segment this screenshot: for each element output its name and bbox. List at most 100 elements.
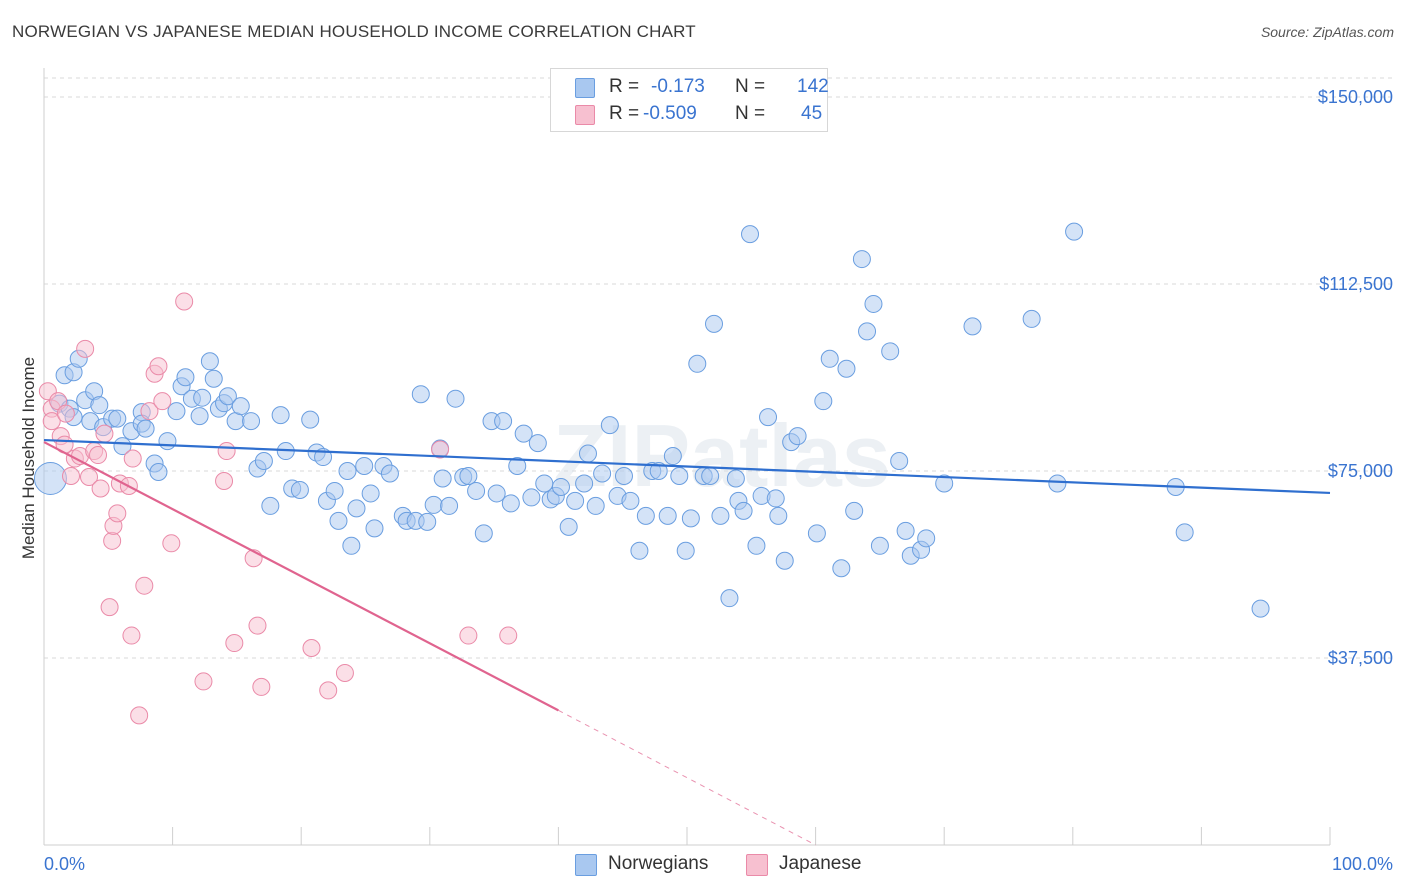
- norwegian-point: [200, 352, 219, 371]
- norwegian-point: [290, 480, 309, 499]
- norwegian-point: [621, 491, 640, 510]
- x-tick-label: 100.0%: [1332, 854, 1393, 874]
- norwegian-point: [338, 462, 357, 480]
- norwegian-point: [329, 511, 348, 530]
- japanese-point: [225, 634, 244, 653]
- norwegian-point: [1065, 222, 1084, 241]
- japanese-point: [135, 576, 154, 595]
- norwegian-point: [896, 521, 915, 540]
- japanese-point: [302, 639, 321, 658]
- norwegian-point: [167, 402, 186, 421]
- norwegian-point: [681, 509, 700, 528]
- japanese-point: [459, 626, 478, 645]
- norwegian-point: [837, 359, 856, 378]
- norwegian-point: [347, 499, 366, 518]
- norwegian-point: [766, 489, 785, 508]
- norwegian-point: [90, 396, 109, 415]
- japanese-point: [194, 672, 213, 691]
- norwegian-point: [301, 410, 320, 429]
- y-tick-label: $150,000: [1318, 87, 1393, 107]
- norwegian-point: [193, 388, 212, 407]
- norwegian-point: [600, 416, 619, 435]
- japanese-point: [80, 467, 99, 486]
- norwegian-point: [701, 466, 720, 485]
- japanese-point: [499, 626, 518, 645]
- norwegian-point: [586, 496, 605, 515]
- norwegian-point: [440, 496, 459, 515]
- norwegian-point: [566, 491, 585, 510]
- norwegian-point: [890, 452, 909, 471]
- norwegian-point: [747, 536, 766, 555]
- norwegian-point: [231, 397, 250, 416]
- norwegian-point: [832, 559, 851, 578]
- norwegian-point: [688, 354, 707, 373]
- norwegian-point: [325, 481, 344, 500]
- n-label: N =: [735, 76, 766, 97]
- norwegian-point: [775, 551, 794, 570]
- japanese-point: [162, 534, 181, 553]
- norwegian-point: [614, 466, 633, 485]
- r-value-norwegians: -0.173: [651, 76, 705, 97]
- norwegian-point: [254, 452, 273, 471]
- norwegians-legend-label: Norwegians: [608, 853, 709, 874]
- japanese-point: [62, 466, 81, 485]
- japanese-point: [122, 626, 141, 645]
- norwegian-point: [658, 506, 677, 525]
- japanese-point: [215, 471, 234, 490]
- japanese-point: [335, 663, 354, 682]
- norwegian-point: [355, 457, 374, 476]
- norwegian-point: [108, 409, 127, 428]
- norwegian-point: [963, 317, 982, 336]
- norwegian-point: [226, 412, 245, 431]
- japanese-point: [103, 531, 122, 550]
- japanese-point: [217, 442, 236, 461]
- japanese-point: [248, 616, 267, 635]
- norwegian-point: [204, 369, 223, 388]
- norwegian-point: [870, 536, 889, 555]
- japanese-point: [76, 339, 95, 358]
- norwegian-point: [424, 495, 443, 514]
- japanese-point: [123, 449, 142, 468]
- norwegian-point: [559, 517, 578, 536]
- japanese-swatch: [575, 105, 595, 125]
- norwegian-point: [670, 466, 689, 485]
- norwegian-point: [636, 506, 655, 525]
- norwegian-point: [508, 457, 527, 476]
- n-label: N =: [735, 103, 766, 124]
- norwegian-point: [663, 447, 682, 466]
- norwegian-point: [176, 368, 195, 387]
- norwegian-point: [1022, 309, 1041, 328]
- norwegian-point: [676, 541, 695, 560]
- y-tick-label: $112,500: [1319, 274, 1393, 294]
- norwegian-point: [864, 294, 883, 313]
- norwegian-point: [459, 466, 478, 485]
- norwegian-point: [1048, 474, 1067, 493]
- norwegian-point: [149, 462, 168, 481]
- norwegian-point: [467, 481, 486, 500]
- norwegians-legend-swatch: [575, 854, 597, 876]
- norwegian-point: [858, 322, 877, 341]
- japanese-point: [56, 404, 75, 423]
- norwegian-point: [418, 512, 437, 531]
- norwegian-point: [807, 524, 826, 543]
- norwegian-point: [917, 529, 936, 548]
- n-value-japanese: 45: [801, 103, 823, 124]
- norwegian-point: [814, 392, 833, 411]
- y-axis-label: Median Household Income: [19, 357, 38, 559]
- norwegian-point: [365, 519, 384, 538]
- norwegian-point: [593, 464, 612, 483]
- norwegian-point: [190, 407, 209, 426]
- source-credit: Source: ZipAtlas.com: [1260, 24, 1394, 40]
- norwegian-point: [522, 488, 541, 507]
- norwegian-point: [474, 524, 493, 543]
- norwegian-point: [575, 474, 594, 493]
- norwegian-point: [711, 506, 730, 525]
- norwegian-point: [494, 412, 513, 431]
- n-value-norwegians: 142: [797, 76, 829, 97]
- norwegian-point: [411, 385, 430, 404]
- japanese-point: [42, 412, 61, 431]
- norwegian-point: [342, 536, 361, 555]
- norwegian-point: [935, 474, 954, 493]
- japanese-point: [140, 402, 159, 421]
